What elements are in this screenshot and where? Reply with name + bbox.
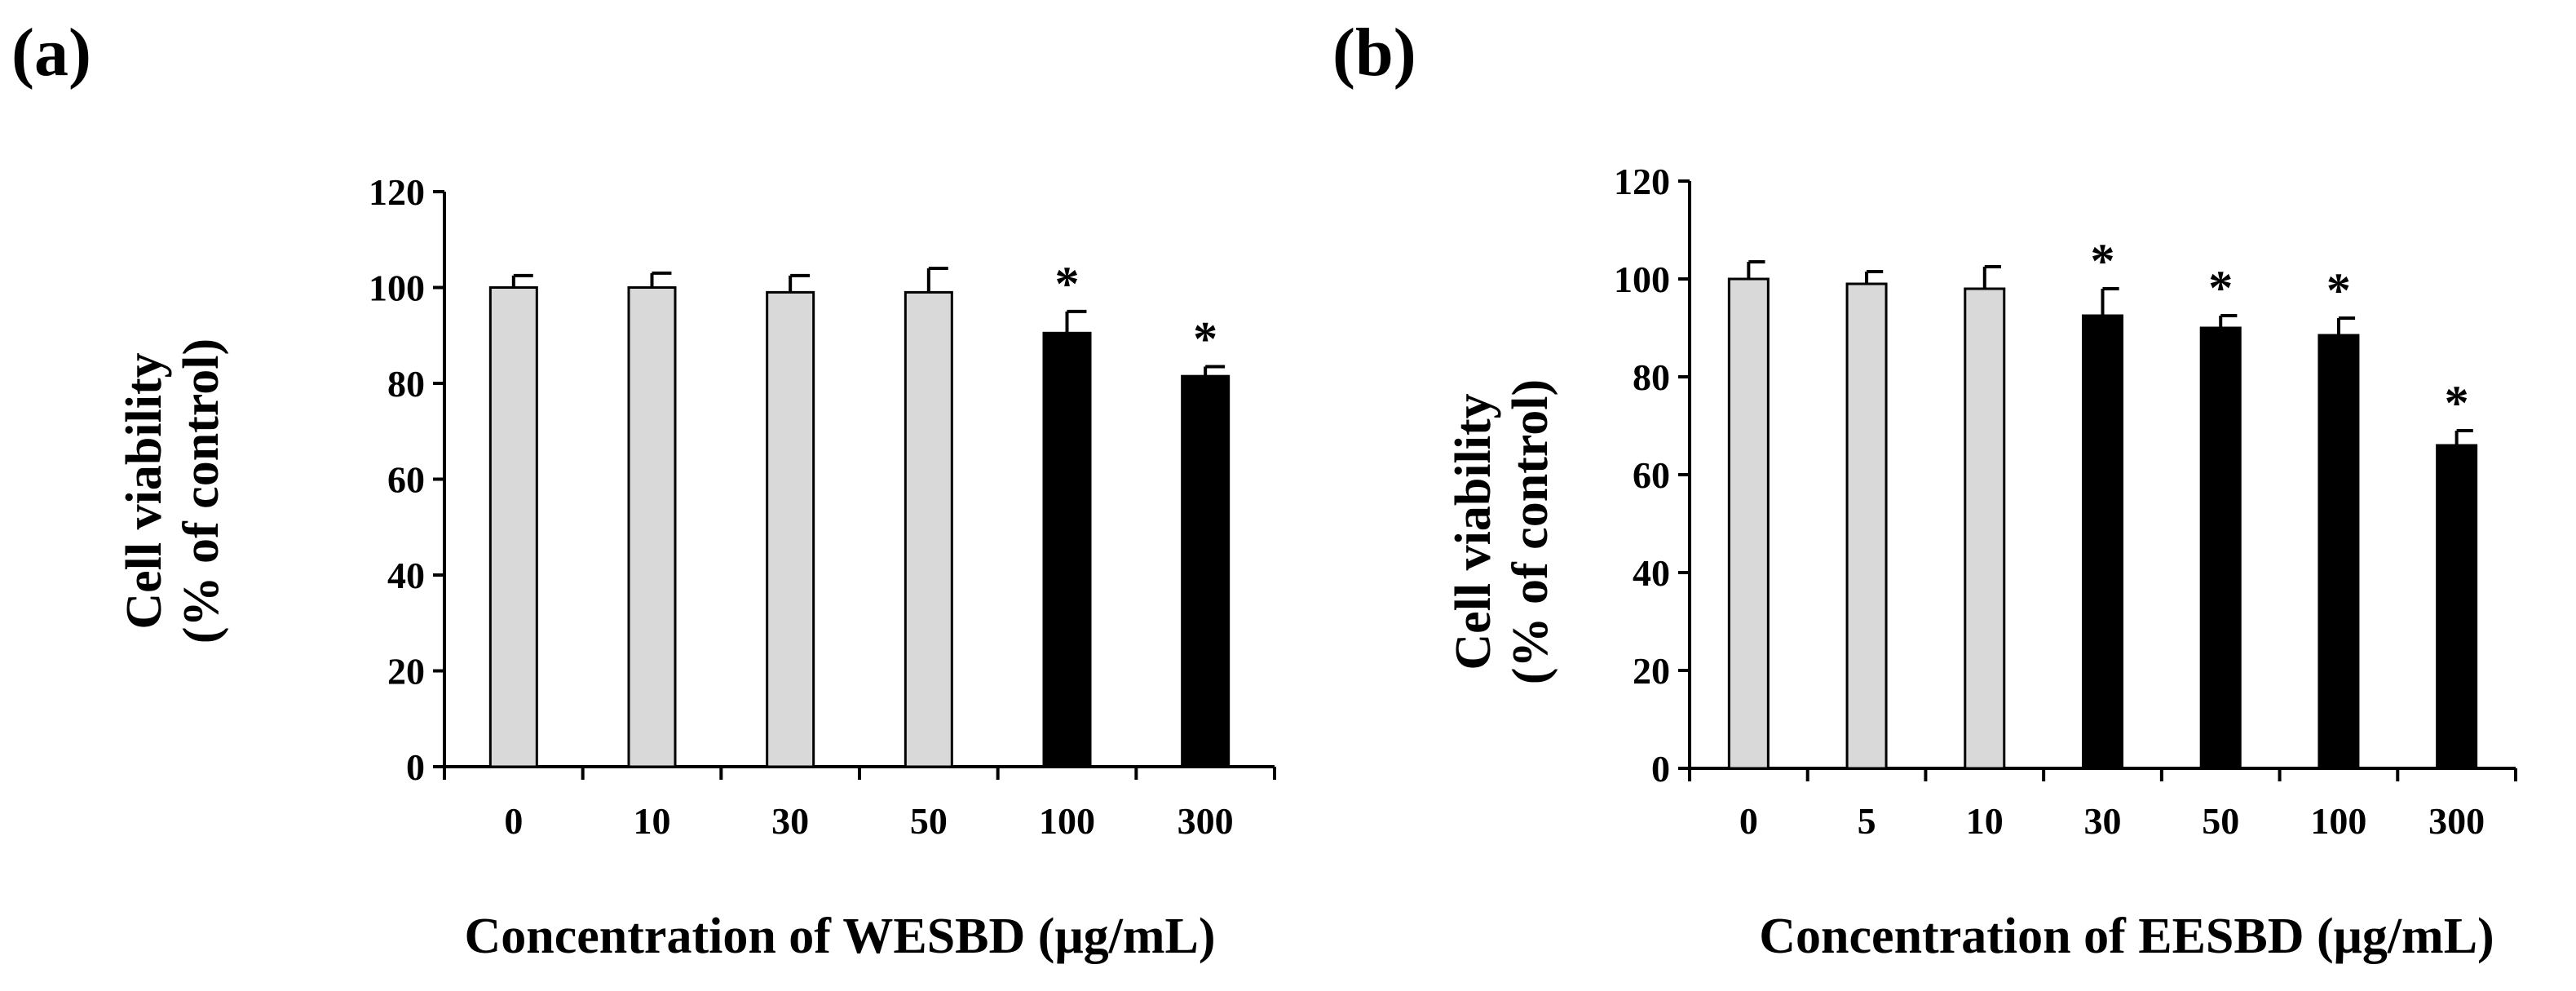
panel-a-y-tick-label: 40 bbox=[387, 555, 425, 596]
panel-b-bar bbox=[2436, 444, 2478, 770]
panel-b-significance-marker: * bbox=[2326, 263, 2351, 317]
panel-a-y-axis-title: Cell viability (% of control) bbox=[117, 338, 229, 644]
panel-a-x-tick-label: 30 bbox=[771, 800, 809, 842]
panel-b: (b) Cell viability (% of control) Concen… bbox=[1332, 15, 2517, 964]
panel-b-x-tick-label: 5 bbox=[1858, 800, 1876, 842]
panel-b-x-tick-label: 300 bbox=[2428, 800, 2485, 842]
panel-b-y-tick-label: 0 bbox=[1651, 748, 1670, 790]
panel-a-bar bbox=[904, 290, 953, 768]
panel-b-significance-marker: * bbox=[2091, 234, 2115, 288]
panel-b-label: (b) bbox=[1332, 15, 1416, 91]
panel-b-y-axis-title: Cell viability (% of control) bbox=[1446, 379, 1558, 684]
panel-b-y-axis-title-line2: (% of control) bbox=[1503, 379, 1558, 684]
panel-b-bar bbox=[2199, 326, 2242, 770]
panel-b-y-tick-label: 120 bbox=[1614, 161, 1670, 202]
panel-a-y-tick-label: 20 bbox=[387, 651, 425, 692]
panel-a-bar bbox=[766, 290, 815, 768]
panel-a-y-tick-label: 100 bbox=[369, 268, 425, 309]
panel-a-y-tick-label: 80 bbox=[387, 363, 425, 405]
panel-b-significance-marker: * bbox=[2445, 376, 2469, 430]
panel-b-y-tick-label: 40 bbox=[1633, 552, 1670, 594]
panel-b-x-tick-label: 10 bbox=[1966, 800, 2004, 842]
panel-b-y-tick-label: 80 bbox=[1633, 356, 1670, 398]
panel-b-significance-marker: * bbox=[2208, 261, 2233, 315]
panel-b-y-tick-label: 60 bbox=[1633, 454, 1670, 496]
panel-b-bar bbox=[2082, 314, 2123, 770]
panel-a-y-axis-title-line2: (% of control) bbox=[174, 338, 229, 644]
panel-a-y-tick-label: 0 bbox=[406, 746, 425, 788]
panel-a-x-tick-label: 100 bbox=[1039, 800, 1095, 842]
panel-a-x-tick-label: 10 bbox=[634, 800, 671, 842]
panel-a-x-axis-title: Concentration of WESBD (μg/mL) bbox=[465, 909, 1216, 964]
panel-b-y-tick-label: 100 bbox=[1614, 259, 1670, 300]
panel-a-x-tick-label: 0 bbox=[504, 800, 523, 842]
panel-b-bar bbox=[2318, 334, 2360, 770]
panel-a-significance-marker: * bbox=[1055, 257, 1080, 311]
panel-b-bar bbox=[1964, 287, 2006, 770]
panel-a-bar bbox=[1042, 331, 1092, 768]
panel-a-bar bbox=[627, 286, 677, 768]
panel-b-x-tick-label: 50 bbox=[2202, 800, 2239, 842]
panel-a-x-tick-label: 300 bbox=[1178, 800, 1234, 842]
panel-a-y-tick-label: 60 bbox=[387, 459, 425, 501]
panel-b-x-axis-title: Concentration of EESBD (μg/mL) bbox=[1759, 909, 2494, 964]
panel-b-x-tick-label: 30 bbox=[2084, 800, 2122, 842]
panel-b-y-axis-title-line1: Cell viability bbox=[1446, 393, 1501, 670]
panel-b-x-tick-label: 0 bbox=[1739, 800, 1758, 842]
panel-a-y-axis-title-line1: Cell viability bbox=[117, 352, 172, 629]
panel-b-bar bbox=[1845, 282, 1888, 770]
panel-a-bar bbox=[1181, 374, 1231, 768]
panel-a-label: (a) bbox=[11, 15, 91, 91]
panel-b-bar bbox=[1727, 277, 1770, 770]
panel-b-y-tick-label: 20 bbox=[1633, 650, 1670, 692]
panel-a-x-tick-label: 50 bbox=[910, 800, 948, 842]
panel-a: (a) Cell viability (% of control) Concen… bbox=[11, 15, 1276, 964]
panel-a-significance-marker: * bbox=[1193, 312, 1217, 365]
panel-a-bar bbox=[488, 286, 538, 768]
panel-a-y-tick-label: 120 bbox=[369, 171, 425, 213]
panel-b-x-tick-label: 100 bbox=[2310, 800, 2366, 842]
